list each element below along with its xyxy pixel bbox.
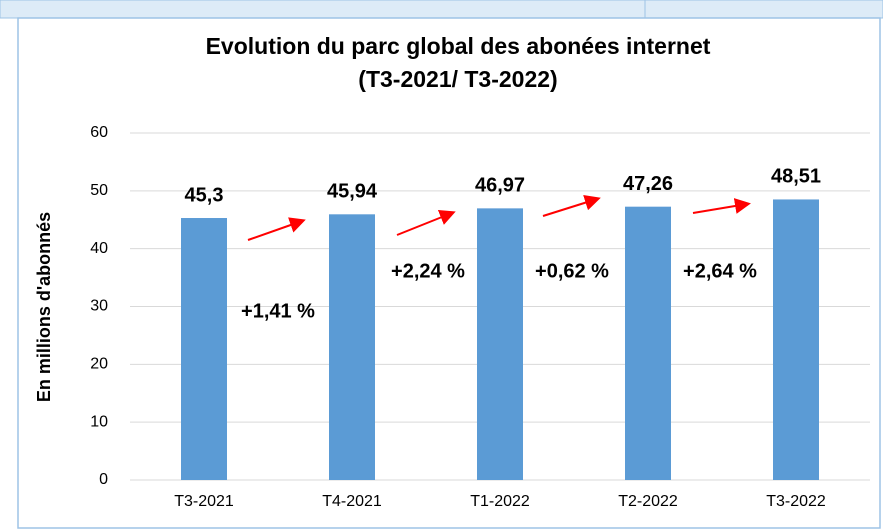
y-axis-label: En millions d'abonnés: [34, 212, 54, 402]
bar: [181, 218, 227, 480]
data-label: 45,3: [185, 184, 224, 206]
data-label: 45,94: [327, 181, 378, 203]
growth-annotation: +0,62 %: [535, 260, 609, 282]
data-label: 46,97: [475, 175, 525, 197]
x-tick-label: T3-2022: [766, 493, 826, 510]
growth-annotation: +2,64 %: [683, 260, 757, 282]
y-tick-label: 50: [90, 182, 108, 199]
arrow: [692, 198, 751, 214]
x-tick-label: T2-2022: [618, 493, 678, 510]
y-tick-label: 10: [90, 413, 108, 430]
chart-title: Evolution du parc global des abonées int…: [206, 33, 711, 59]
y-tick-label: 20: [90, 356, 108, 373]
growth-annotation: +1,41 %: [241, 300, 315, 322]
x-tick-label: T3-2021: [174, 493, 234, 510]
chart-frame: [17, 17, 881, 529]
bar: [477, 208, 523, 481]
bar: [773, 199, 819, 480]
data-label: 48,51: [771, 166, 821, 188]
header-strip: [0, 0, 883, 19]
bar: [625, 206, 671, 480]
y-tick-label: 30: [90, 298, 108, 315]
data-label: 47,26: [623, 173, 673, 195]
x-tick-label: T4-2021: [322, 493, 382, 510]
x-tick-label: T1-2022: [470, 493, 530, 510]
arrow: [542, 194, 601, 217]
arrow: [247, 217, 306, 241]
y-tick-label: 60: [90, 124, 108, 141]
growth-annotation: +2,24 %: [391, 260, 465, 282]
bar: [329, 214, 375, 480]
trend-arrows: [247, 194, 751, 241]
arrow: [396, 210, 456, 236]
y-tick-label: 40: [90, 240, 108, 257]
y-tick-label: 0: [99, 471, 108, 488]
chart-subtitle: (T3-2021/ T3-2022): [358, 66, 557, 92]
